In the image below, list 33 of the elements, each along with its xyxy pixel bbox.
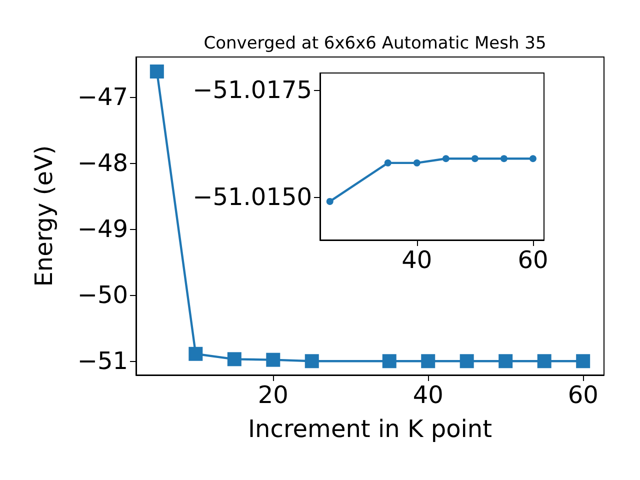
y-tick-label: −47 [77, 83, 128, 112]
point [326, 198, 334, 205]
point [442, 155, 450, 162]
point [188, 346, 203, 361]
point [460, 354, 474, 368]
y-tick-label: −51.0150 [192, 183, 312, 212]
point [576, 354, 590, 368]
point [537, 354, 552, 368]
point [227, 352, 242, 366]
x-tick-label: 20 [258, 381, 288, 409]
point [498, 354, 513, 368]
point [304, 354, 319, 368]
x-axis-title: Increment in K point [248, 415, 492, 443]
point [471, 155, 478, 162]
point [529, 155, 536, 162]
y-tick-label: −51 [77, 347, 128, 376]
x-tick-label: 40 [412, 381, 444, 409]
point [150, 64, 164, 79]
point [413, 159, 420, 166]
point [384, 159, 392, 166]
chart-title: Converged at 6x6x6 Automatic Mesh 35 [204, 34, 546, 54]
point [382, 354, 396, 368]
x-tick-label: 40 [402, 246, 432, 274]
point [421, 354, 436, 368]
x-tick-label: 60 [568, 381, 598, 409]
y-tick-label: −48 [77, 149, 128, 178]
point [266, 352, 280, 367]
y-tick-label: −49 [77, 215, 128, 244]
point [500, 155, 508, 162]
y-tick-label: −50 [77, 281, 128, 310]
y-tick-label: −51.0175 [192, 76, 312, 104]
y-axis-title: Energy (eV) [30, 145, 58, 287]
x-tick-label: 60 [518, 246, 548, 274]
